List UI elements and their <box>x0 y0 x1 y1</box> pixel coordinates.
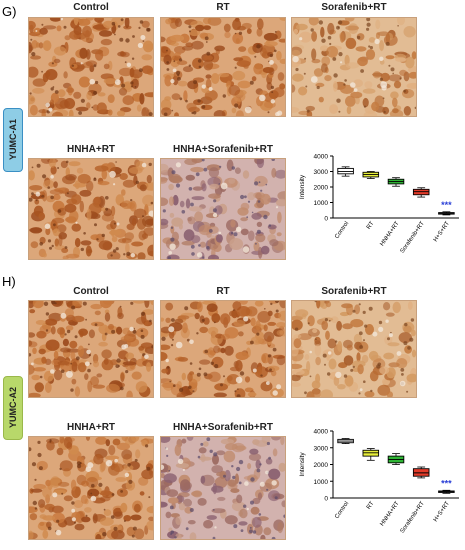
cell-line-label-box: YUMC-A1 <box>3 108 23 172</box>
ihc-image <box>160 158 286 260</box>
x-tick-label: Sorafenib+RT <box>400 220 426 254</box>
ihc-image <box>291 17 417 117</box>
y-tick-label: 0 <box>324 496 328 503</box>
y-tick-label: 1000 <box>314 200 329 207</box>
y-axis-label: Intensity <box>299 174 306 199</box>
ihc-image <box>291 300 417 398</box>
y-tick-label: 0 <box>324 216 328 223</box>
panel-letter-g: G) <box>2 4 17 19</box>
ihc-image <box>28 300 154 398</box>
y-tick-label: 3000 <box>314 169 329 176</box>
cell-line-label-box: YUMC-A2 <box>3 376 23 440</box>
x-tick-label: RT <box>366 500 376 510</box>
y-tick-label: 1000 <box>314 479 329 486</box>
x-tick-label: HNHA+RT <box>379 500 400 527</box>
x-tick-label: Control <box>334 501 350 520</box>
significance-marker: *** <box>441 200 452 210</box>
x-tick-label: Control <box>334 221 350 240</box>
ihc-image <box>28 158 154 260</box>
x-tick-label: Sorafenib+RT <box>400 500 426 534</box>
x-tick-label: H+S+RT <box>433 500 451 523</box>
image-label: HNHA+RT <box>66 422 116 433</box>
image-label: HNHA+RT <box>66 144 116 155</box>
y-tick-label: 4000 <box>314 154 329 161</box>
image-label: RT <box>216 286 230 297</box>
intensity-box-plot: 0 1000 2000 3000 4000 Intensity Control RT HNHA+… <box>299 154 459 255</box>
ihc-image <box>160 300 286 398</box>
y-tick-label: 2000 <box>314 462 329 469</box>
image-label: Control <box>73 2 109 13</box>
x-tick-label: H+S+RT <box>433 220 451 243</box>
image-label: HNHA+Sorafenib+RT <box>172 144 273 155</box>
intensity-box-plot: 0 1000 2000 3000 4000 Intensity Control RT HNHA+… <box>299 429 459 535</box>
significance-marker: *** <box>441 478 452 488</box>
image-label: Sorafenib+RT <box>321 286 387 297</box>
x-tick-label: RT <box>366 220 376 230</box>
ihc-image <box>28 17 154 117</box>
y-tick-label: 3000 <box>314 445 329 452</box>
cell-line-label: YUMC-A2 <box>8 387 18 429</box>
cell-line-label: YUMC-A1 <box>8 119 18 161</box>
y-axis-label: Intensity <box>299 452 306 477</box>
y-tick-label: 4000 <box>314 429 329 436</box>
ihc-image <box>160 436 286 540</box>
image-label: Control <box>73 286 109 297</box>
y-tick-label: 2000 <box>314 185 329 192</box>
image-label: Sorafenib+RT <box>321 2 387 13</box>
image-label: HNHA+Sorafenib+RT <box>172 422 273 433</box>
ihc-image <box>28 436 154 540</box>
x-tick-label: HNHA+RT <box>379 220 400 247</box>
image-label: RT <box>216 2 230 13</box>
ihc-image <box>160 17 286 117</box>
panel-letter-h: H) <box>2 274 16 289</box>
